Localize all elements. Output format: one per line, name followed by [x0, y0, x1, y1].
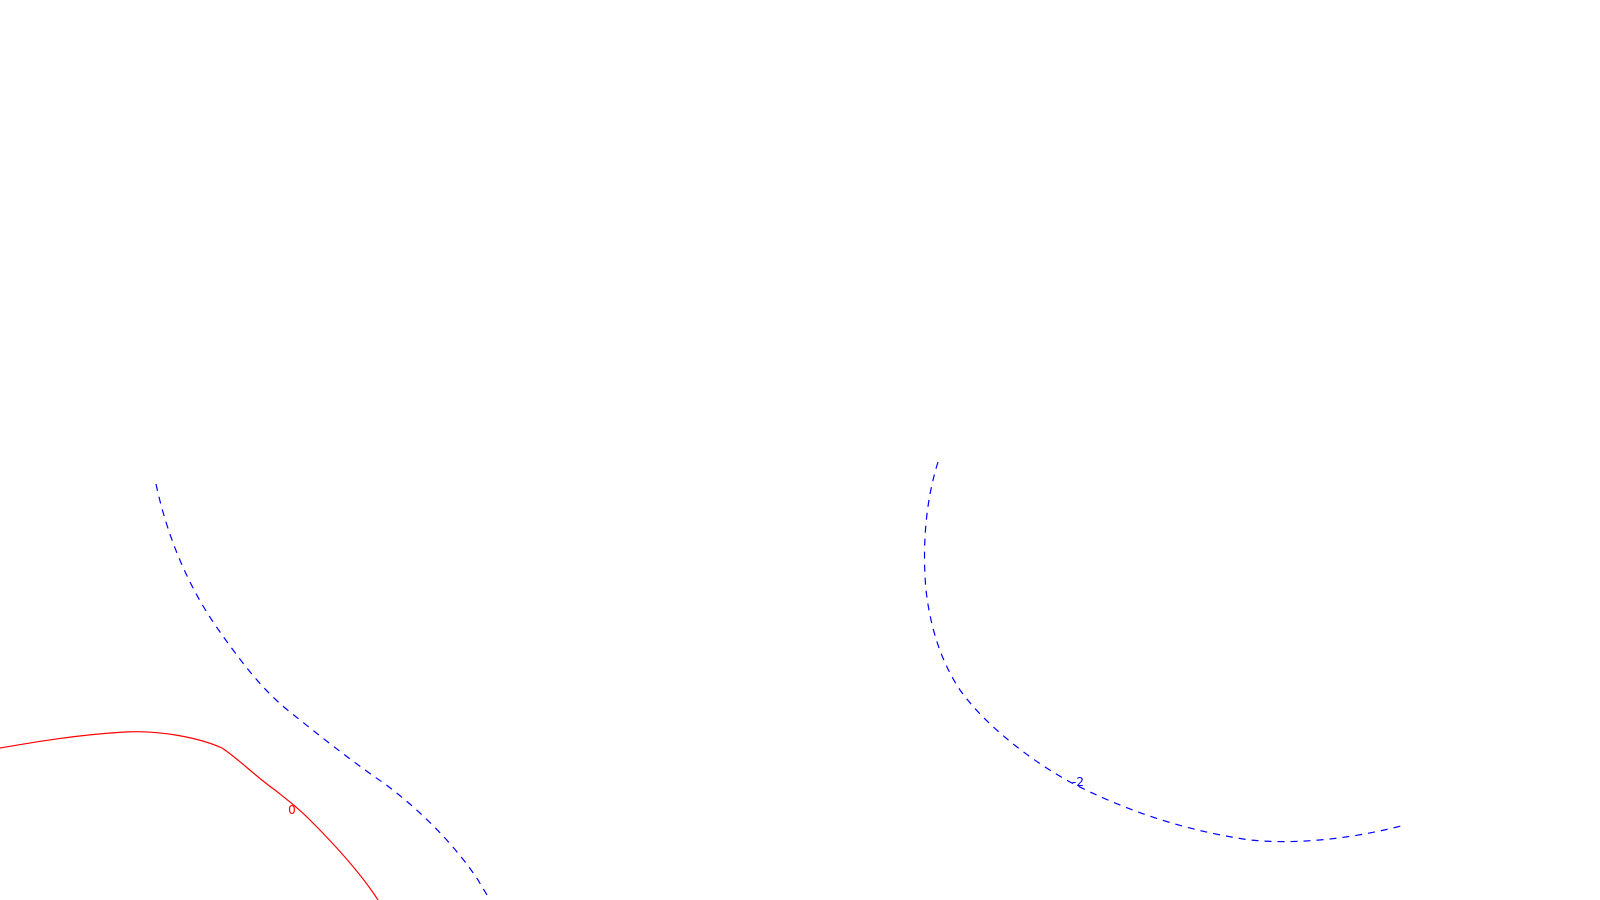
contour-label-zero: 0 — [288, 803, 296, 817]
contour-line-zero — [0, 731, 379, 900]
contour-line-negative-left — [155, 483, 491, 900]
contour-line-negative-right — [923, 461, 1406, 843]
contour-label-negative-right: -2 — [1072, 775, 1084, 789]
